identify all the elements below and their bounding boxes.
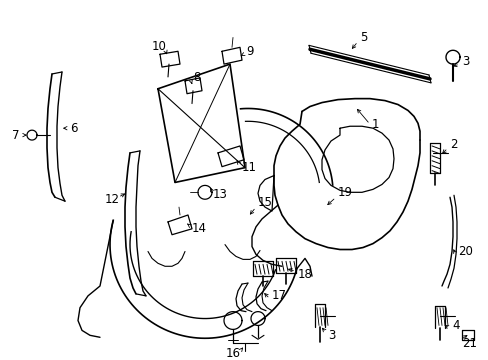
Text: 14: 14 <box>192 222 206 235</box>
Text: 7: 7 <box>12 129 20 141</box>
Text: 1: 1 <box>371 118 379 131</box>
Text: 11: 11 <box>242 161 257 174</box>
Text: 9: 9 <box>245 45 253 58</box>
Text: 4: 4 <box>451 319 459 332</box>
Text: 19: 19 <box>337 186 352 199</box>
Text: 16: 16 <box>225 347 240 360</box>
Text: 6: 6 <box>70 122 77 135</box>
Text: 3: 3 <box>327 329 335 342</box>
Text: 15: 15 <box>258 196 272 209</box>
Text: 8: 8 <box>193 71 200 84</box>
Text: 18: 18 <box>297 268 312 281</box>
Text: 17: 17 <box>271 289 286 302</box>
Text: 13: 13 <box>213 188 227 201</box>
Text: 20: 20 <box>457 245 472 258</box>
Text: 3: 3 <box>461 55 468 68</box>
Text: 5: 5 <box>359 31 366 44</box>
Text: 12: 12 <box>105 193 120 206</box>
Text: 21: 21 <box>461 337 476 350</box>
Text: 2: 2 <box>449 139 457 152</box>
Text: 10: 10 <box>152 40 166 53</box>
